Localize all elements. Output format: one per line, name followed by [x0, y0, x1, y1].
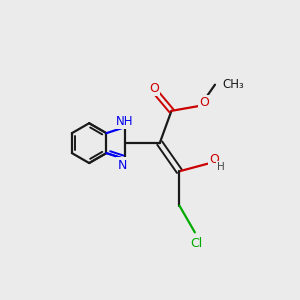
- Text: O: O: [149, 82, 159, 95]
- Text: NH: NH: [116, 115, 133, 128]
- Text: Cl: Cl: [191, 237, 203, 250]
- Text: H: H: [218, 162, 225, 172]
- Text: CH₃: CH₃: [223, 78, 244, 91]
- Text: N: N: [118, 159, 127, 172]
- Text: O: O: [210, 153, 219, 166]
- Text: O: O: [199, 96, 209, 109]
